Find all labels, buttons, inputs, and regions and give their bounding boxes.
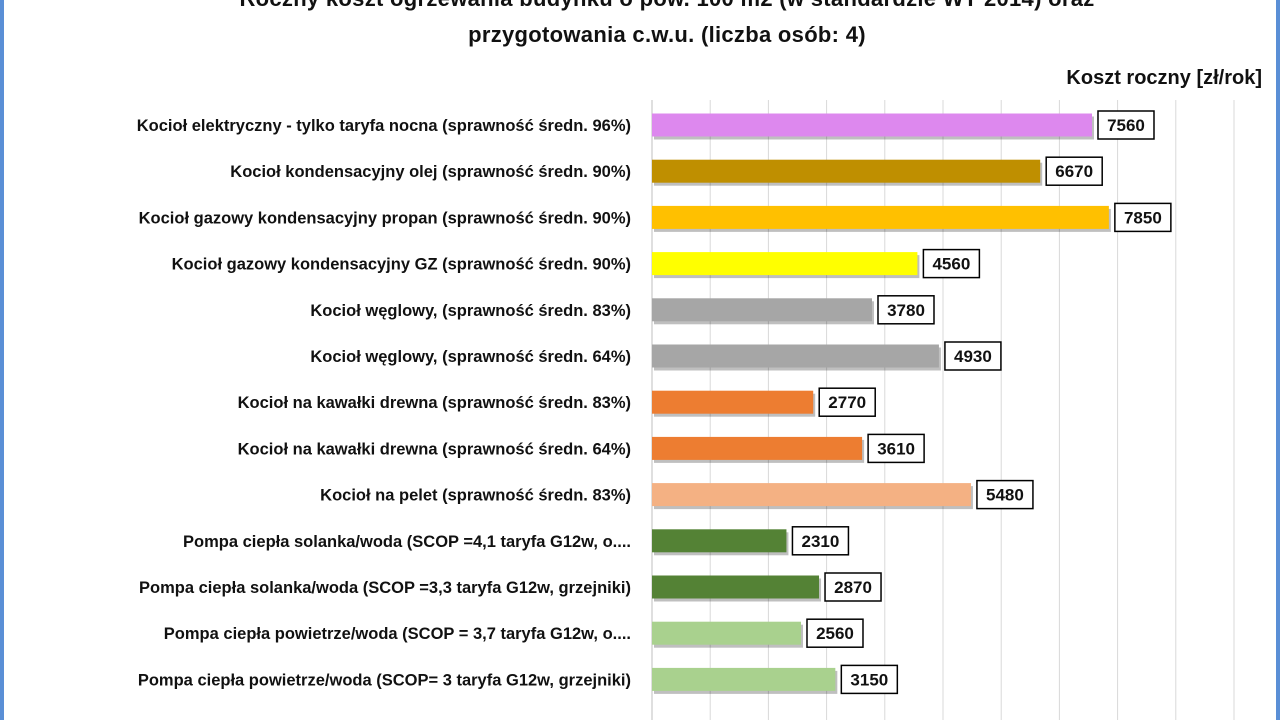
category-label: Kocioł gazowy kondensacyjny GZ (sprawnoś…: [172, 256, 631, 274]
bar: [652, 113, 1092, 137]
data-label: 2560: [816, 624, 854, 643]
category-label: Kocioł na kawałki drewna (sprawność śred…: [238, 394, 631, 412]
x-axis-unit-label: Koszt roczny [zł/rok]: [1066, 67, 1262, 89]
data-label: 3780: [887, 301, 925, 320]
category-label: Kocioł na kawałki drewna (sprawność śred…: [238, 440, 631, 458]
data-label-box: [944, 341, 1002, 371]
data-label: 2870: [834, 578, 872, 597]
category-label: Pompa ciepła powietrze/woda (SCOP = 3,7 …: [164, 625, 631, 643]
category-label: Kocioł elektryczny - tylko taryfa nocna …: [137, 117, 631, 135]
category-label: Kocioł na pelet (sprawność średn. 83%): [320, 487, 631, 505]
bar: [652, 483, 971, 507]
data-label: 6670: [1055, 162, 1093, 181]
bar: [652, 575, 820, 599]
category-label: Kocioł gazowy kondensacyjny propan (spra…: [139, 209, 631, 227]
data-label-box: [840, 664, 899, 695]
window-frame-right: [1276, 0, 1280, 720]
data-label: 2770: [828, 393, 866, 412]
data-label-box: [877, 295, 935, 325]
bar: [652, 621, 801, 645]
bar: [652, 159, 1041, 183]
data-label: 7850: [1124, 208, 1162, 227]
data-label-box: [922, 248, 981, 279]
category-label: Kocioł kondensacyjny olej (sprawność śre…: [230, 163, 631, 181]
data-label: 7560: [1107, 116, 1145, 135]
category-label: Pompa ciepła solanka/woda (SCOP =4,1 tar…: [183, 533, 631, 551]
data-label-box: [806, 618, 864, 648]
data-label: 5480: [986, 486, 1024, 505]
category-label: Kocioł węglowy, (sprawność średn. 64%): [310, 348, 631, 366]
data-label-box: [1097, 110, 1155, 140]
chart-title-line2: przygotowania c.w.u. (liczba osób: 4): [468, 22, 866, 47]
bar: [652, 344, 939, 368]
bar: [652, 252, 918, 276]
category-label: Kocioł węglowy, (sprawność średn. 83%): [310, 302, 631, 320]
data-label-box: [818, 387, 876, 417]
bar: [652, 390, 814, 414]
data-label: 2310: [802, 532, 840, 551]
data-label-box: [791, 526, 850, 556]
window-frame-left: [0, 0, 4, 720]
category-label: Pompa ciepła solanka/woda (SCOP =3,3 tar…: [139, 579, 631, 597]
bar: [652, 205, 1109, 229]
bar: [652, 667, 836, 691]
data-label: 3610: [877, 439, 915, 458]
data-label-box: [1045, 156, 1103, 186]
bar: [652, 298, 872, 322]
data-label: 4930: [954, 347, 992, 366]
bar: [652, 436, 863, 460]
bar: [652, 529, 787, 553]
chart-title-line1: Roczny koszt ogrzewania budynku o pow. 1…: [0, 0, 1280, 12]
data-label-box: [976, 479, 1034, 510]
data-label: 4560: [932, 255, 970, 274]
data-label-box: [824, 572, 882, 602]
data-label-box: [1114, 202, 1172, 233]
data-label: 3150: [850, 670, 888, 689]
data-label-box: [867, 433, 925, 464]
category-label: Pompa ciepła powietrze/woda (SCOP= 3 tar…: [138, 671, 631, 689]
